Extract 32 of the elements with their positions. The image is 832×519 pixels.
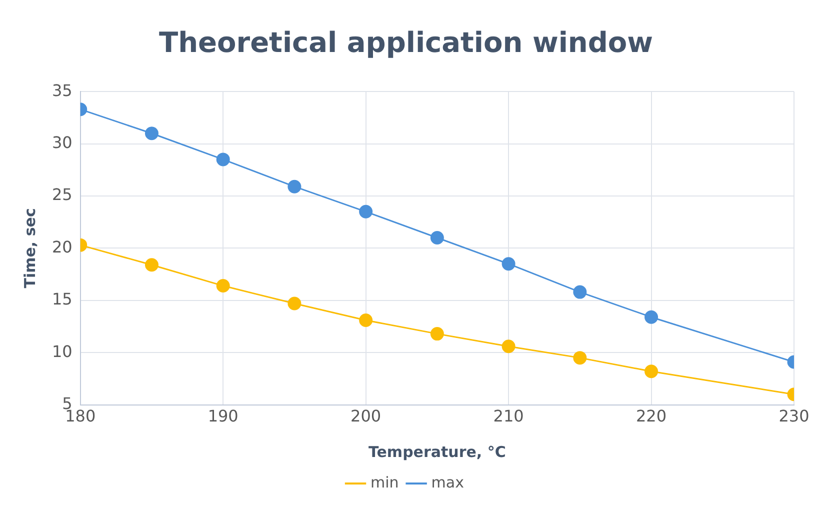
point <box>573 285 587 299</box>
y-tick-label: 20 <box>52 237 72 256</box>
x-tick-label: 220 <box>636 406 667 426</box>
chart-title: Theoretical application window <box>159 26 653 60</box>
y-tick-label: 30 <box>52 132 72 152</box>
point <box>288 296 302 310</box>
y-axis-title: Time, sec <box>20 208 39 288</box>
point <box>144 126 158 140</box>
y-tick-label: 25 <box>52 185 72 204</box>
point <box>430 231 444 245</box>
point <box>144 258 158 272</box>
point <box>573 351 587 365</box>
point <box>359 204 373 218</box>
x-tick-label: 210 <box>493 406 524 426</box>
point <box>644 310 658 324</box>
point <box>502 340 516 354</box>
y-tick-label: 35 <box>52 80 72 100</box>
point <box>288 180 302 194</box>
point <box>216 152 230 166</box>
x-tick-label: 200 <box>350 406 382 426</box>
legend-label: min <box>370 473 399 492</box>
point <box>359 313 373 327</box>
x-tick-label: 190 <box>208 406 238 426</box>
point <box>502 257 516 271</box>
point <box>216 279 230 293</box>
x-tick-label: 230 <box>778 406 810 426</box>
point <box>430 327 444 341</box>
y-tick-label: 10 <box>52 342 72 361</box>
legend-label: max <box>431 473 464 492</box>
y-tick-label: 15 <box>52 290 72 309</box>
point <box>644 364 658 378</box>
x-axis-title: Temperature, °C <box>368 442 506 461</box>
